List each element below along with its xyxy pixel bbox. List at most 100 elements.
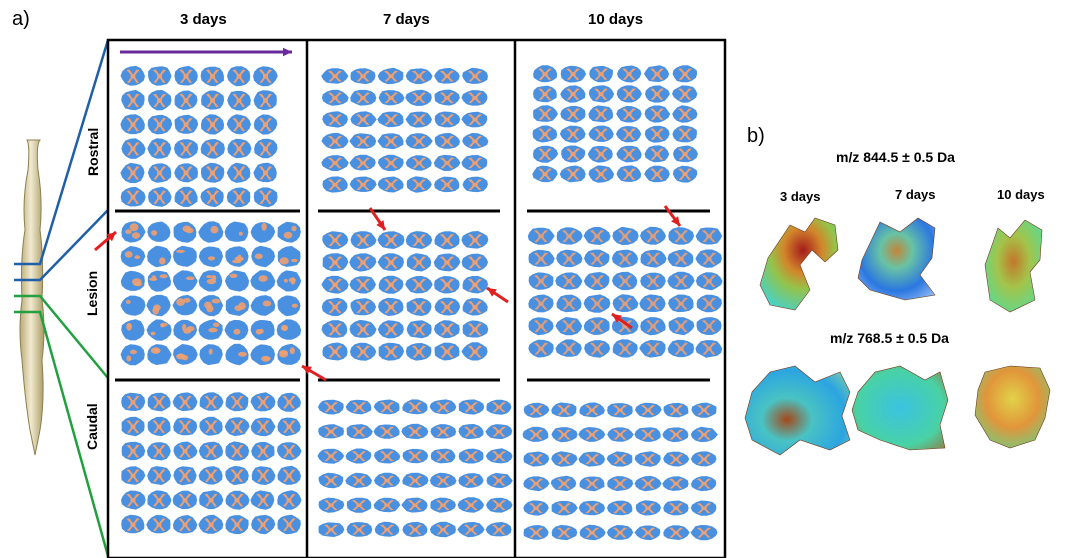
grey-matter [282, 518, 296, 532]
tissue-section [226, 187, 251, 208]
tissue-section [250, 222, 276, 243]
tissue-section [668, 294, 694, 313]
grey-matter [327, 234, 343, 247]
tissue-section [198, 221, 224, 243]
section-body [224, 221, 249, 242]
tissue-section [147, 270, 171, 292]
tissue-section [588, 165, 615, 183]
grey-matter [351, 475, 367, 486]
tissue-section [405, 276, 433, 294]
tissue-section [607, 403, 633, 418]
grey-matter [701, 342, 717, 355]
grey-matter [327, 345, 343, 358]
tissue-section [198, 295, 224, 317]
tissue-spot [234, 256, 244, 262]
grey-matter [668, 527, 684, 538]
grey-matter [594, 168, 608, 180]
tissue-spot [208, 327, 218, 333]
grey-matter [594, 88, 608, 100]
grey-matter [407, 500, 423, 511]
tissue-section [346, 522, 373, 537]
tissue-section [486, 399, 512, 415]
tissue-spot [151, 230, 158, 236]
tissue-section [640, 272, 666, 291]
tissue-section [405, 68, 433, 84]
grey-matter [411, 157, 427, 169]
tissue-section [121, 490, 146, 510]
grey-matter [491, 402, 507, 413]
tissue-section [532, 165, 558, 183]
tissue-section [350, 342, 377, 361]
tissue-section [378, 297, 404, 316]
col-header-3-days: 3 days [180, 11, 227, 28]
grey-matter [696, 429, 712, 440]
tissue-section [321, 132, 349, 149]
tissue-section [667, 339, 694, 358]
tissue-section [224, 319, 249, 341]
grey-matter [152, 444, 166, 458]
grey-matter [668, 478, 684, 489]
grey-matter [379, 451, 395, 462]
tissue-section [121, 392, 146, 411]
tissue-section [173, 221, 197, 243]
grey-matter [407, 524, 423, 535]
tissue-section [662, 427, 689, 443]
grey-matter [566, 68, 580, 80]
grey-matter [556, 454, 572, 465]
tissue-section [690, 426, 718, 443]
grey-matter [528, 478, 544, 489]
tissue-section [250, 319, 275, 341]
grey-matter [584, 429, 600, 440]
grey-matter [411, 179, 427, 191]
tissue-section [377, 154, 404, 171]
tissue-section [121, 221, 146, 243]
section-body [250, 295, 276, 316]
grey-matter [152, 420, 166, 434]
grey-matter [538, 128, 552, 140]
tissue-section [322, 253, 349, 272]
tissue-spot [207, 256, 216, 261]
tissue-section [587, 145, 613, 163]
tissue-spot [129, 349, 137, 355]
region-connector-lines [14, 39, 110, 557]
grey-matter [533, 320, 549, 333]
tissue-section [121, 319, 145, 341]
tissue-section [607, 500, 633, 516]
grey-matter [327, 135, 343, 147]
tissue-section [147, 344, 172, 365]
tissue-spot [153, 304, 161, 311]
tissue-section [458, 424, 484, 440]
grey-matter [617, 230, 633, 243]
tissue-spot [238, 231, 243, 236]
tissue-spot [291, 303, 298, 308]
grey-matter [327, 157, 343, 169]
grey-matter [435, 426, 451, 437]
tissue-section [462, 176, 488, 193]
grey-matter [467, 345, 483, 358]
tissue-section [225, 295, 250, 316]
grey-matter [435, 524, 451, 535]
tissue-section [250, 270, 276, 292]
tissue-section [174, 114, 199, 134]
tissue-spot [279, 257, 289, 265]
grey-matter [327, 70, 343, 82]
tissue-section [556, 249, 583, 268]
grey-matter [258, 117, 273, 132]
tissue-spot [290, 277, 296, 285]
tissue-section [560, 105, 586, 123]
grey-matter [561, 230, 577, 243]
grey-matter [467, 114, 483, 125]
grey-matter [491, 451, 507, 462]
grey-matter [379, 475, 395, 486]
tissue-section [668, 227, 695, 245]
grey-matter [282, 469, 296, 483]
grey-matter [327, 256, 343, 269]
grey-matter [533, 230, 549, 243]
grey-matter [355, 157, 371, 169]
tissue-section [121, 89, 145, 111]
tissue-section [523, 525, 549, 540]
tissue-section [612, 271, 638, 291]
tissue-section [345, 472, 372, 488]
grey-matter [232, 166, 246, 180]
grey-matter [528, 405, 544, 416]
